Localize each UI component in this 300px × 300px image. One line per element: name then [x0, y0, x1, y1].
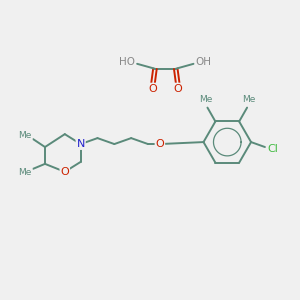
Text: N: N — [76, 139, 85, 149]
Text: Me: Me — [242, 95, 256, 104]
Text: HO: HO — [119, 57, 135, 67]
Text: O: O — [148, 84, 157, 94]
Text: O: O — [173, 84, 182, 94]
Text: Me: Me — [19, 168, 32, 177]
Text: Me: Me — [19, 130, 32, 140]
Text: O: O — [155, 139, 164, 149]
Text: O: O — [60, 167, 69, 177]
Text: OH: OH — [196, 57, 211, 67]
Text: Cl: Cl — [267, 144, 278, 154]
Text: Me: Me — [199, 95, 212, 104]
